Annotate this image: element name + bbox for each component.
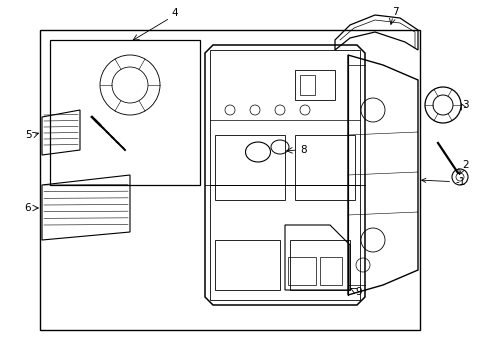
Text: 7: 7 — [392, 7, 398, 17]
Text: 9: 9 — [355, 287, 362, 297]
Bar — [290, 240, 350, 290]
Text: 3: 3 — [462, 100, 468, 110]
Bar — [215, 240, 280, 290]
Text: 2: 2 — [462, 160, 468, 170]
Bar — [295, 135, 355, 200]
Text: 8: 8 — [300, 145, 307, 155]
Text: 4: 4 — [172, 8, 178, 18]
Text: 5: 5 — [24, 130, 31, 140]
Bar — [320, 257, 342, 285]
Bar — [215, 135, 285, 200]
Text: 6: 6 — [24, 203, 31, 213]
Text: -1: -1 — [422, 177, 466, 187]
Bar — [295, 70, 335, 100]
Bar — [300, 75, 315, 95]
Bar — [288, 257, 316, 285]
